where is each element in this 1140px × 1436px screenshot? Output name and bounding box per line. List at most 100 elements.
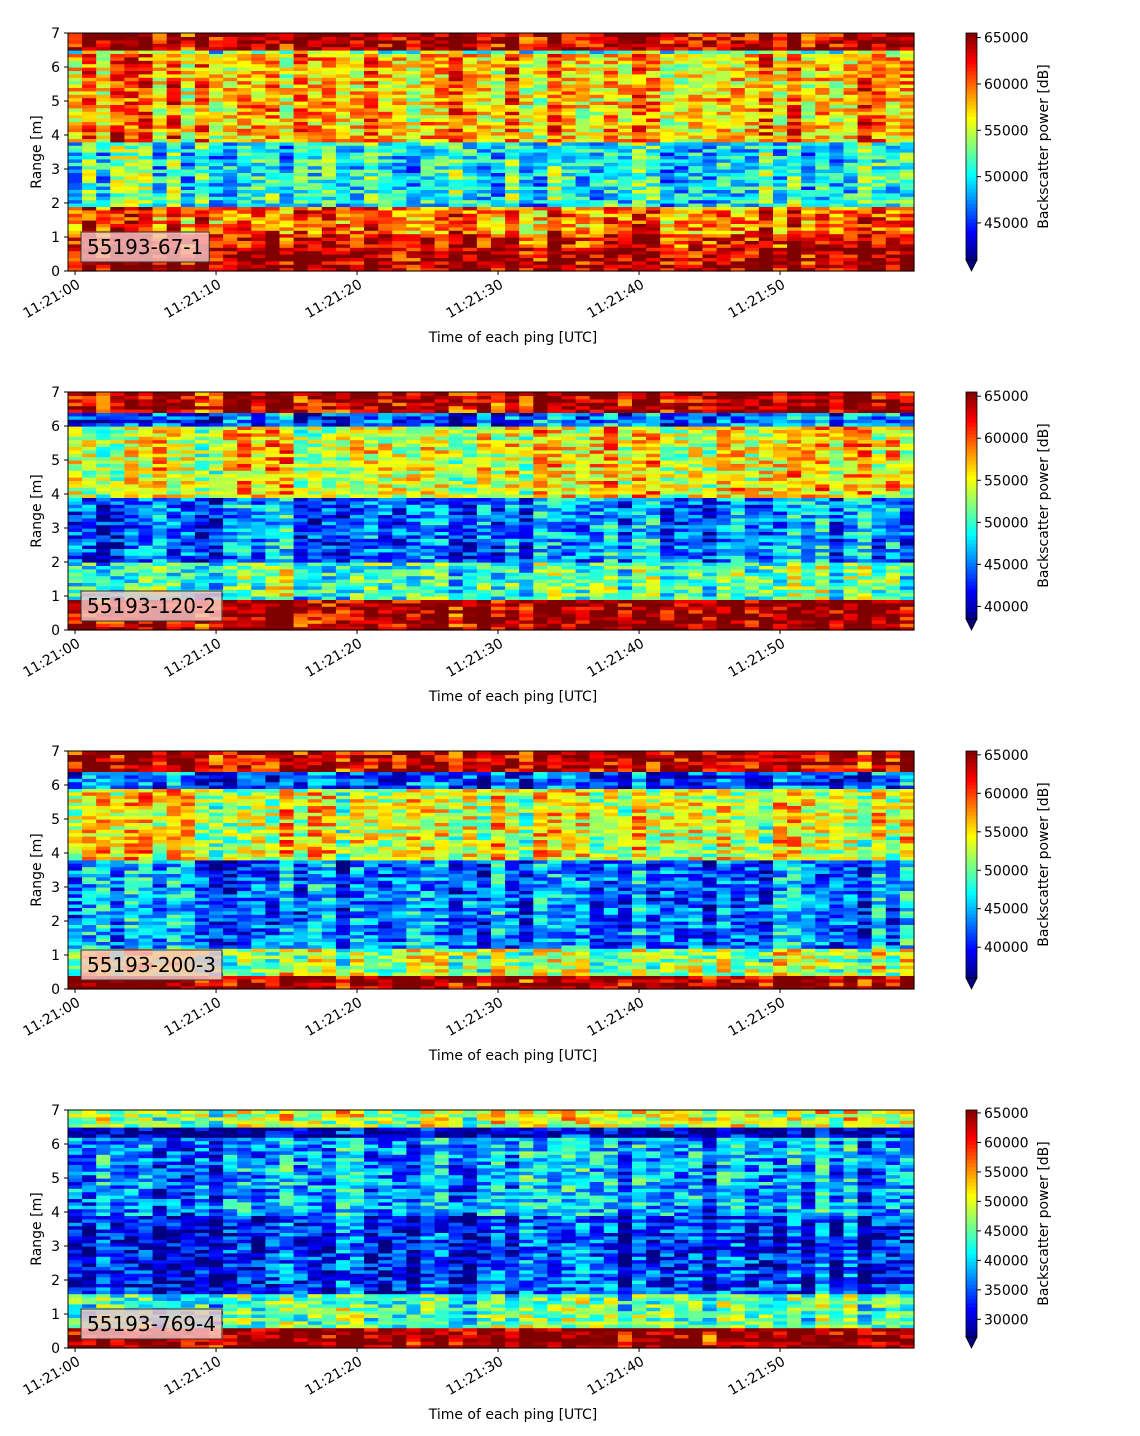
heatmap-cell — [110, 260, 125, 265]
heatmap-cell — [589, 250, 605, 255]
heatmap-cell — [406, 172, 422, 177]
heatmap-cell — [688, 186, 704, 190]
heatmap-cell — [603, 189, 619, 194]
heatmap-cell — [364, 233, 379, 238]
heatmap-cell — [209, 250, 224, 255]
heatmap-cell — [293, 80, 309, 85]
heatmap-cell — [265, 152, 281, 156]
heatmap-cell — [575, 243, 591, 248]
heatmap-cell — [491, 192, 506, 197]
heatmap-cell — [293, 216, 309, 221]
heatmap-cell — [434, 148, 450, 153]
heatmap-cell — [575, 135, 591, 139]
heatmap-cell — [575, 254, 591, 258]
heatmap-cell — [406, 107, 422, 112]
heatmap-cell — [632, 94, 647, 99]
heatmap-cell — [194, 97, 210, 102]
heatmap-cell — [491, 162, 506, 167]
heatmap-cell — [223, 223, 238, 228]
heatmap-cell — [82, 206, 97, 211]
heatmap-cell — [335, 145, 351, 150]
heatmap-cell — [223, 53, 238, 58]
heatmap-cell — [575, 77, 591, 82]
heatmap-cell — [476, 114, 492, 119]
heatmap-cell — [392, 111, 407, 116]
heatmap-cell — [561, 257, 577, 262]
x-tick-label: 11:21:00 — [21, 277, 83, 322]
heatmap-cell — [617, 118, 633, 122]
heatmap-cell — [279, 169, 295, 173]
heatmap-cell — [96, 220, 111, 224]
heatmap-cell — [96, 226, 111, 231]
heatmap-cell — [124, 453, 140, 458]
heatmap-cell — [321, 111, 337, 116]
heatmap-cell — [899, 233, 915, 238]
heatmap-cell — [462, 50, 478, 54]
heatmap-cell — [617, 43, 633, 48]
heatmap-cell — [533, 36, 548, 41]
heatmap-cell — [688, 189, 704, 194]
heatmap-cell — [519, 121, 534, 126]
heatmap-cell — [152, 260, 168, 265]
heatmap-cell — [688, 145, 704, 150]
heatmap-cell — [547, 162, 563, 167]
heatmap-cell — [223, 145, 238, 150]
heatmap-cell — [843, 243, 859, 248]
heatmap-cell — [589, 260, 605, 265]
heatmap-cell — [251, 223, 266, 228]
heatmap-cell — [82, 101, 97, 105]
heatmap-cell — [124, 155, 140, 160]
heatmap-cell — [632, 220, 647, 224]
heatmap-cell — [194, 53, 210, 58]
heatmap-cell — [194, 162, 210, 167]
heatmap-cell — [237, 50, 252, 54]
heatmap-cell — [237, 135, 252, 139]
heatmap-cell — [462, 223, 478, 228]
heatmap-cell — [505, 101, 520, 105]
heatmap-cell — [350, 223, 365, 228]
heatmap-cell — [237, 46, 252, 51]
heatmap-cell — [68, 87, 83, 92]
heatmap-cell — [533, 56, 548, 61]
heatmap-cell — [773, 250, 788, 255]
heatmap-cell — [335, 101, 351, 105]
heatmap-cell — [406, 257, 422, 262]
heatmap-cell — [491, 199, 506, 204]
heatmap-cell — [434, 128, 450, 133]
heatmap-cell — [533, 226, 548, 231]
heatmap-cell — [392, 97, 407, 102]
heatmap-cell — [575, 33, 591, 37]
heatmap-cell — [448, 33, 464, 37]
heatmap-cell — [194, 46, 210, 51]
heatmap-cell — [462, 267, 478, 272]
heatmap-cell — [96, 216, 111, 221]
heatmap-cell — [476, 223, 492, 228]
heatmap-cell — [434, 189, 450, 194]
heatmap-cell — [68, 158, 83, 163]
heatmap-cell — [406, 39, 422, 44]
heatmap-cell — [617, 97, 633, 102]
heatmap-cell — [279, 148, 295, 153]
heatmap-cell — [166, 453, 182, 458]
heatmap-cell — [688, 247, 704, 252]
heatmap-cell — [646, 250, 661, 255]
heatmap-cell — [166, 118, 182, 122]
heatmap-cell — [321, 179, 337, 184]
heatmap-cell — [787, 233, 802, 238]
heatmap-cell — [660, 250, 675, 255]
heatmap-cell — [730, 233, 746, 238]
heatmap-cell — [434, 114, 450, 119]
heatmap-cell — [378, 43, 393, 48]
heatmap-cell — [829, 148, 845, 153]
heatmap-cell — [674, 267, 689, 272]
heatmap-cell — [660, 138, 675, 143]
heatmap-cell — [420, 165, 436, 170]
heatmap-cell — [251, 203, 266, 207]
heatmap-cell — [265, 257, 281, 262]
heatmap-cell — [166, 124, 182, 129]
heatmap-cell — [152, 138, 168, 143]
heatmap-cell — [251, 226, 266, 231]
heatmap-cell — [589, 148, 605, 153]
heatmap-cell — [378, 145, 393, 150]
heatmap-cell — [575, 175, 591, 180]
